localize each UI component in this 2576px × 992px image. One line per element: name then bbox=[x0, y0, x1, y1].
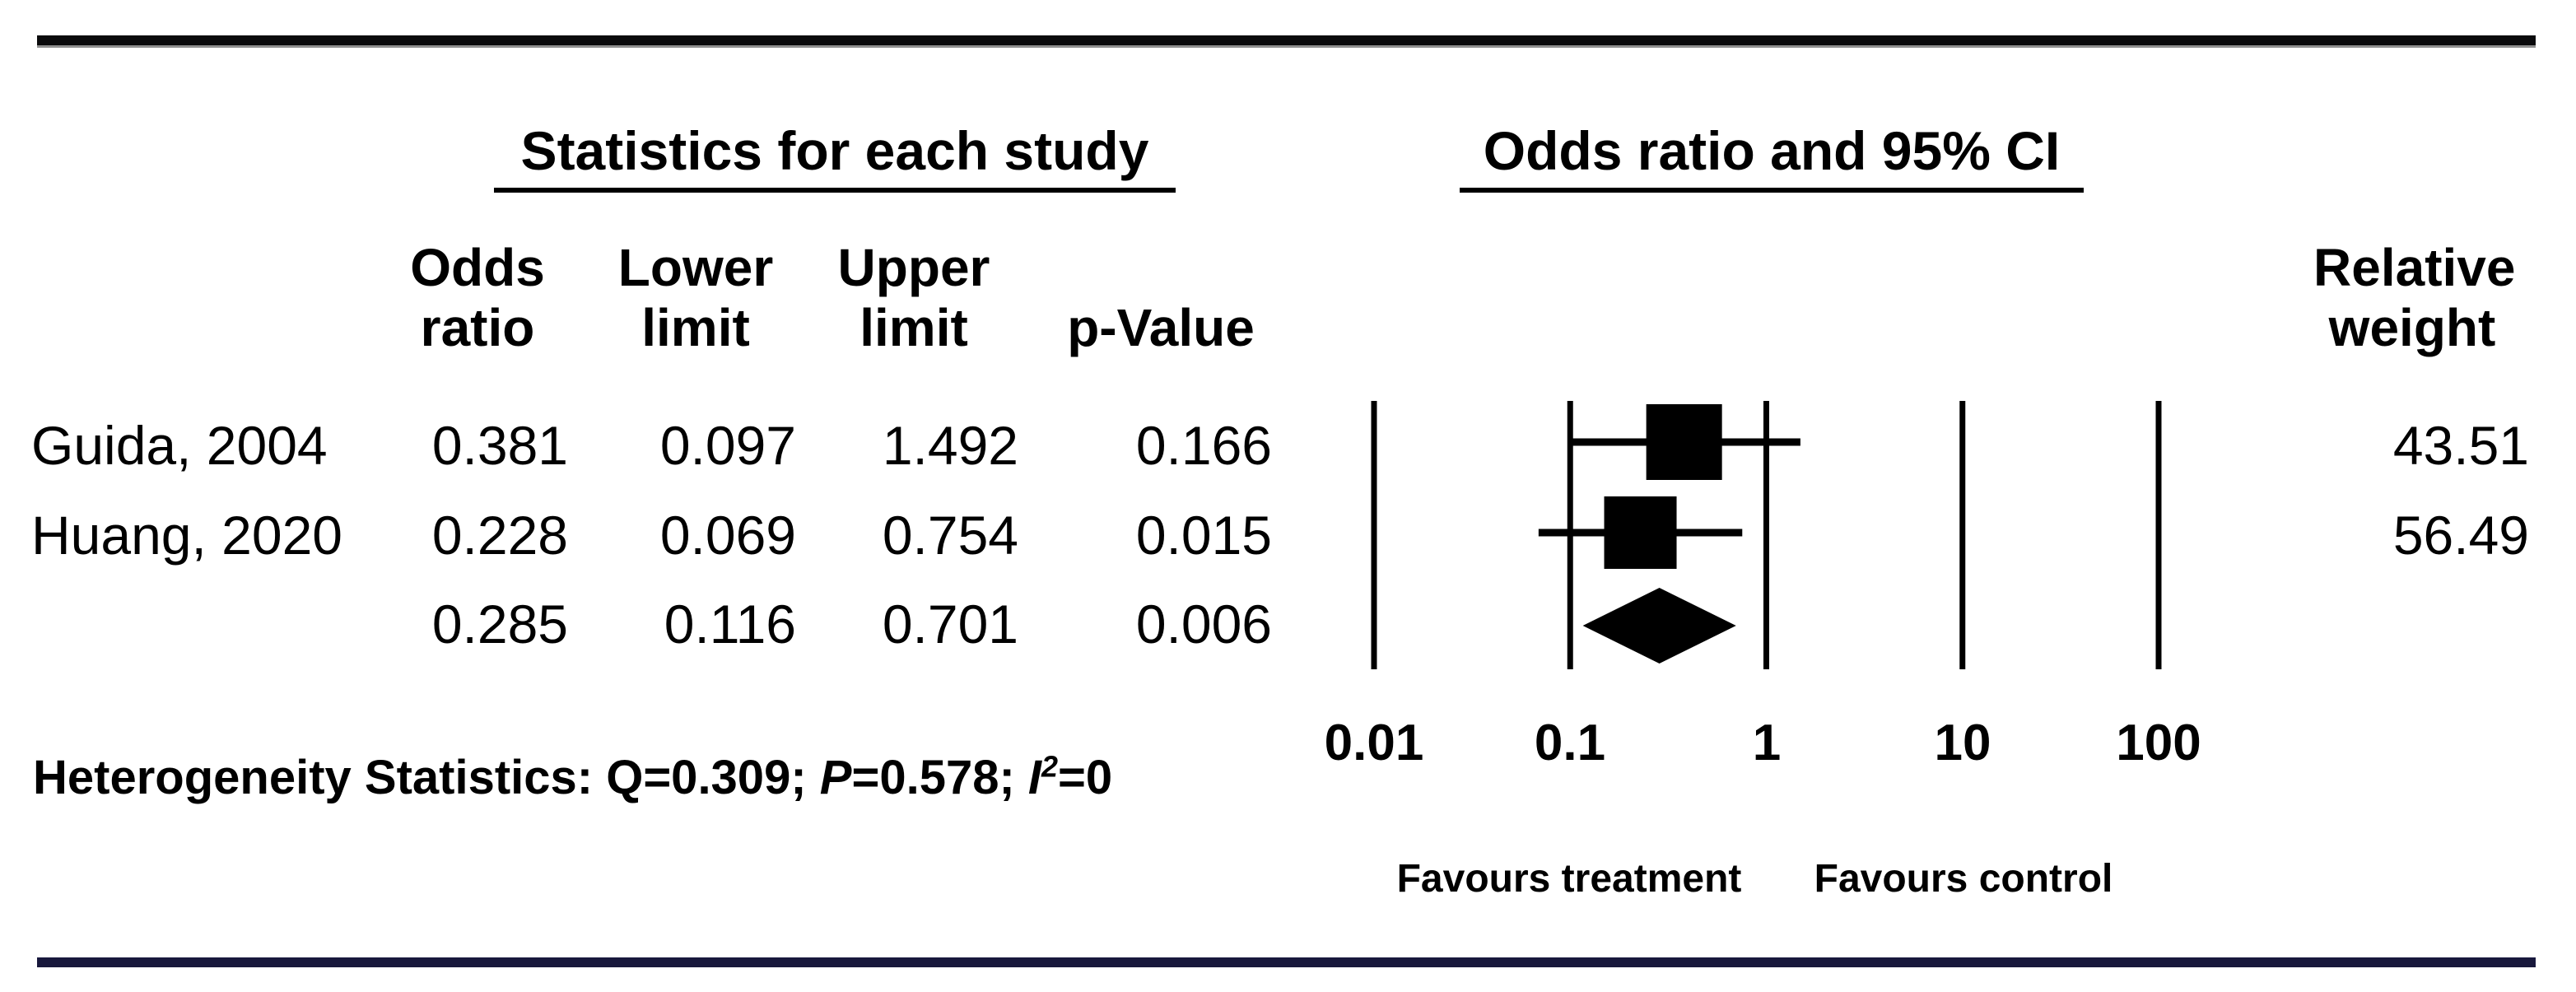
favours-control-label: Favours control bbox=[1814, 857, 2113, 901]
axis-tick-label: 0.1 bbox=[1534, 715, 1606, 771]
study-label: Huang, 2020 bbox=[31, 505, 342, 566]
colhead-lower-limit: limit bbox=[641, 298, 750, 357]
stats-group-header: Statistics for each study bbox=[494, 123, 1176, 193]
odds-ratio-value: 0.381 bbox=[431, 415, 568, 476]
axis-tick-label: 0.01 bbox=[1324, 715, 1424, 771]
summary-odds-ratio-value: 0.285 bbox=[431, 594, 568, 654]
top-rule bbox=[37, 35, 2536, 48]
colhead-odds: Odds bbox=[410, 238, 545, 297]
colhead-weight: weight bbox=[2328, 298, 2496, 357]
study-label: Guida, 2004 bbox=[31, 415, 328, 476]
colhead-relative: Relative bbox=[2313, 238, 2516, 297]
het-segment: Heterogeneity Statistics: Q=0.309; bbox=[33, 751, 820, 804]
summary-p-value: 0.006 bbox=[1135, 594, 1272, 654]
odds-ratio-value: 0.228 bbox=[431, 505, 568, 566]
het-segment: 2 bbox=[1041, 749, 1059, 784]
axis-tick-label: 100 bbox=[2116, 715, 2201, 771]
summary-diamond bbox=[1582, 588, 1736, 664]
het-segment: P bbox=[819, 751, 852, 804]
colhead-pvalue: p-Value bbox=[1067, 298, 1255, 357]
het-segment: =0 bbox=[1058, 751, 1113, 804]
upper-limit-value: 0.754 bbox=[882, 505, 1018, 566]
colhead-upper-limit: limit bbox=[859, 298, 968, 357]
or-square bbox=[1604, 496, 1677, 569]
lower-limit-value: 0.097 bbox=[659, 415, 796, 476]
or-square bbox=[1646, 404, 1722, 480]
axis-tick-label: 1 bbox=[1752, 715, 1782, 771]
heterogeneity-statistics: Heterogeneity Statistics: Q=0.309; P=0.5… bbox=[33, 751, 1113, 804]
het-segment: I bbox=[1027, 751, 1042, 804]
summary-lower-limit-value: 0.116 bbox=[664, 594, 796, 654]
het-segment: =0.578; bbox=[851, 751, 1028, 804]
bottom-rule bbox=[37, 957, 2536, 967]
relative-weight-value: 43.51 bbox=[2392, 415, 2529, 476]
or-ci-group-header: Odds ratio and 95% CI bbox=[1460, 123, 2084, 193]
colhead-lower: Lower bbox=[617, 238, 774, 297]
upper-limit-value: 1.492 bbox=[882, 415, 1018, 476]
lower-limit-value: 0.069 bbox=[659, 505, 796, 566]
relative-weight-value: 56.49 bbox=[2392, 505, 2529, 566]
p-value: 0.166 bbox=[1135, 415, 1272, 476]
p-value: 0.015 bbox=[1135, 505, 1272, 566]
summary-upper-limit-value: 0.701 bbox=[882, 594, 1018, 654]
colhead-ratio: ratio bbox=[420, 298, 535, 357]
favours-treatment-label: Favours treatment bbox=[1396, 857, 1742, 901]
axis-tick-label: 10 bbox=[1934, 715, 1991, 771]
colhead-upper: Upper bbox=[837, 238, 990, 297]
